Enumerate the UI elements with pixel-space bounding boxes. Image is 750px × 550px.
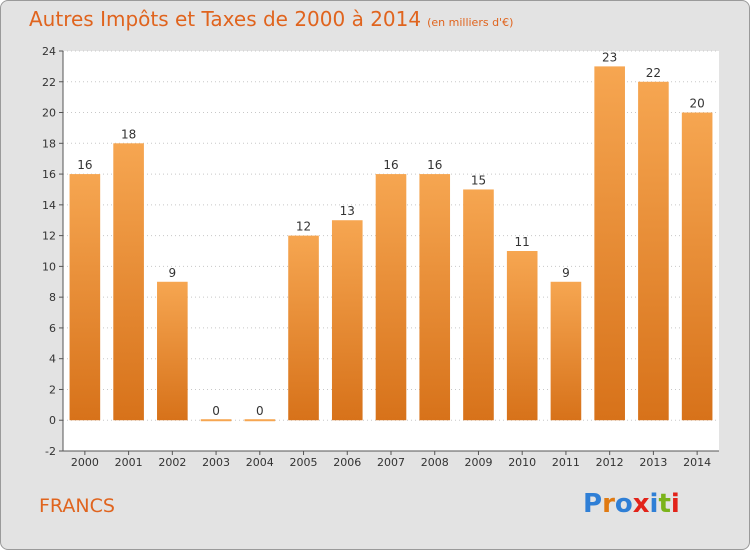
data-label: 9 xyxy=(169,266,177,280)
y-tick-label: 16 xyxy=(42,168,56,181)
data-label: 12 xyxy=(296,220,311,234)
bar xyxy=(157,281,188,421)
data-label: 22 xyxy=(646,66,661,80)
chart-title: Autres Impôts et Taxes de 2000 à 2014 (en… xyxy=(29,7,513,31)
bar xyxy=(594,66,625,421)
data-label: 13 xyxy=(340,204,355,218)
y-tick-label: -2 xyxy=(45,445,56,458)
x-tick-label: 2012 xyxy=(596,456,624,469)
y-tick-label: 18 xyxy=(42,137,56,150)
y-tick-label: 4 xyxy=(49,353,56,366)
x-tick-label: 2014 xyxy=(683,456,711,469)
data-label: 15 xyxy=(471,173,486,187)
bar xyxy=(419,174,451,421)
x-tick-label: 2008 xyxy=(421,456,449,469)
logo-letter: o xyxy=(614,489,633,519)
logo-letter: i xyxy=(670,489,680,519)
data-label: 20 xyxy=(689,97,704,111)
y-tick-label: 20 xyxy=(42,107,56,120)
y-tick-label: 14 xyxy=(42,199,56,212)
y-tick-label: 12 xyxy=(42,230,56,243)
y-tick-label: 0 xyxy=(49,414,56,427)
data-label: 0 xyxy=(256,404,264,418)
data-label: 9 xyxy=(562,266,570,280)
proxiti-logo[interactable]: Proxiti xyxy=(583,489,680,519)
y-tick-label: 2 xyxy=(49,383,56,396)
x-tick-label: 2004 xyxy=(246,456,274,469)
region-label: FRANCS xyxy=(39,495,115,517)
y-tick-label: 6 xyxy=(49,322,56,335)
data-label: 18 xyxy=(121,127,136,141)
x-tick-label: 2000 xyxy=(71,456,99,469)
y-tick-label: 24 xyxy=(42,45,56,58)
x-tick-label: 2003 xyxy=(202,456,230,469)
x-tick-label: 2011 xyxy=(552,456,580,469)
data-label: 16 xyxy=(383,158,398,172)
x-tick-label: 2001 xyxy=(115,456,143,469)
logo-letter: t xyxy=(658,489,671,519)
y-tick-label: 22 xyxy=(42,76,56,89)
bar xyxy=(506,251,538,421)
logo-letter: i xyxy=(649,489,659,519)
data-label: 11 xyxy=(515,235,530,249)
logo-letter: P xyxy=(583,489,603,519)
bar xyxy=(681,112,713,421)
data-label: 0 xyxy=(212,404,220,418)
chart-title-text: Autres Impôts et Taxes de 2000 à 2014 xyxy=(29,7,422,31)
bar xyxy=(288,235,319,421)
bar xyxy=(244,419,276,422)
bar xyxy=(638,81,669,421)
x-tick-label: 2013 xyxy=(639,456,667,469)
logo-letter: x xyxy=(632,489,650,519)
x-tick-label: 2005 xyxy=(290,456,318,469)
x-tick-label: 2007 xyxy=(377,456,405,469)
chart-subtitle: (en milliers d'€) xyxy=(427,16,514,29)
y-tick-label: 8 xyxy=(49,291,56,304)
x-tick-label: 2006 xyxy=(333,456,361,469)
x-tick-label: 2009 xyxy=(464,456,492,469)
x-tick-label: 2010 xyxy=(508,456,536,469)
bar xyxy=(113,143,144,421)
bar xyxy=(69,174,101,421)
y-tick-label: 10 xyxy=(42,260,56,273)
data-label: 23 xyxy=(602,50,617,64)
bar xyxy=(375,174,407,421)
logo-letter: r xyxy=(602,489,615,519)
bar xyxy=(463,189,494,421)
bar xyxy=(200,419,232,422)
x-tick-label: 2002 xyxy=(158,456,186,469)
data-label: 16 xyxy=(77,158,92,172)
data-label: 16 xyxy=(427,158,442,172)
bar xyxy=(550,281,582,421)
bar xyxy=(331,220,363,421)
